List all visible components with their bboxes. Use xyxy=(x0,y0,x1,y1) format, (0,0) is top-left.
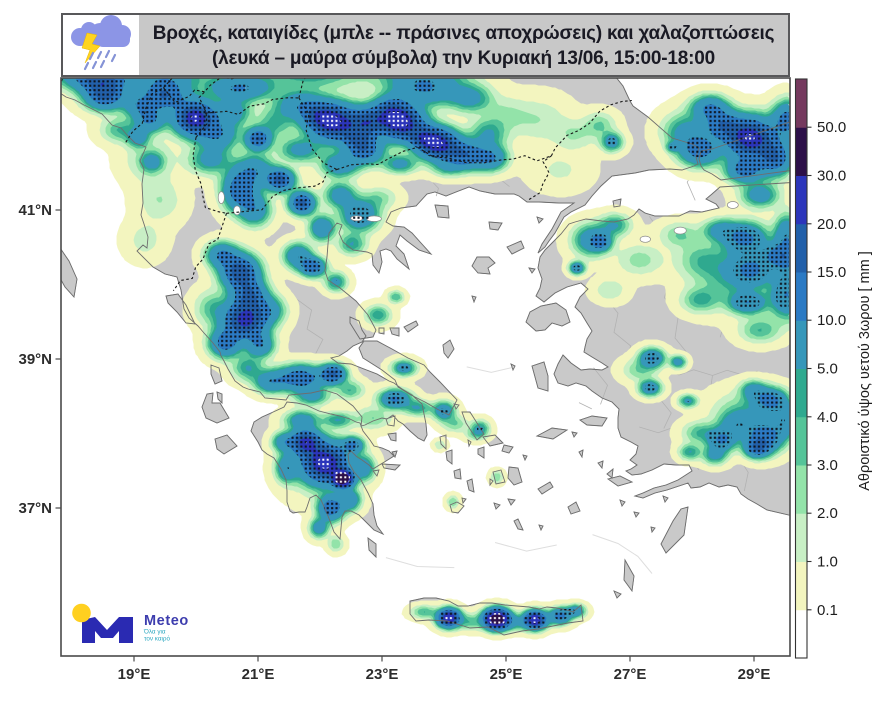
svg-text:10.0: 10.0 xyxy=(817,312,846,329)
svg-text:37°N: 37°N xyxy=(18,500,52,517)
svg-text:0.1: 0.1 xyxy=(817,602,838,619)
svg-text:4.0: 4.0 xyxy=(817,409,838,426)
svg-text:30.0: 30.0 xyxy=(817,168,846,185)
svg-text:Meteo: Meteo xyxy=(144,613,189,629)
svg-text:5.0: 5.0 xyxy=(817,361,838,378)
svg-text:1.0: 1.0 xyxy=(817,554,838,571)
svg-text:2.0: 2.0 xyxy=(817,505,838,522)
svg-text:29°E: 29°E xyxy=(738,666,771,683)
svg-text:50.0: 50.0 xyxy=(817,119,846,136)
svg-text:41°N: 41°N xyxy=(18,202,52,219)
svg-text:27°E: 27°E xyxy=(614,666,647,683)
svg-text:25°E: 25°E xyxy=(490,666,523,683)
svg-text:τον καιρό: τον καιρό xyxy=(144,635,170,643)
svg-text:23°E: 23°E xyxy=(366,666,399,683)
svg-text:39°N: 39°N xyxy=(18,351,52,368)
svg-text:19°E: 19°E xyxy=(118,666,151,683)
svg-text:Αθροιστικό ύψος υετού 3ωρου [: Αθροιστικό ύψος υετού 3ωρου [ mm ] xyxy=(857,251,873,491)
svg-text:21°E: 21°E xyxy=(242,666,275,683)
svg-text:20.0: 20.0 xyxy=(817,216,846,233)
svg-text:15.0: 15.0 xyxy=(817,264,846,281)
svg-text:3.0: 3.0 xyxy=(817,457,838,474)
svg-text:Όλα για: Όλα για xyxy=(143,629,166,636)
